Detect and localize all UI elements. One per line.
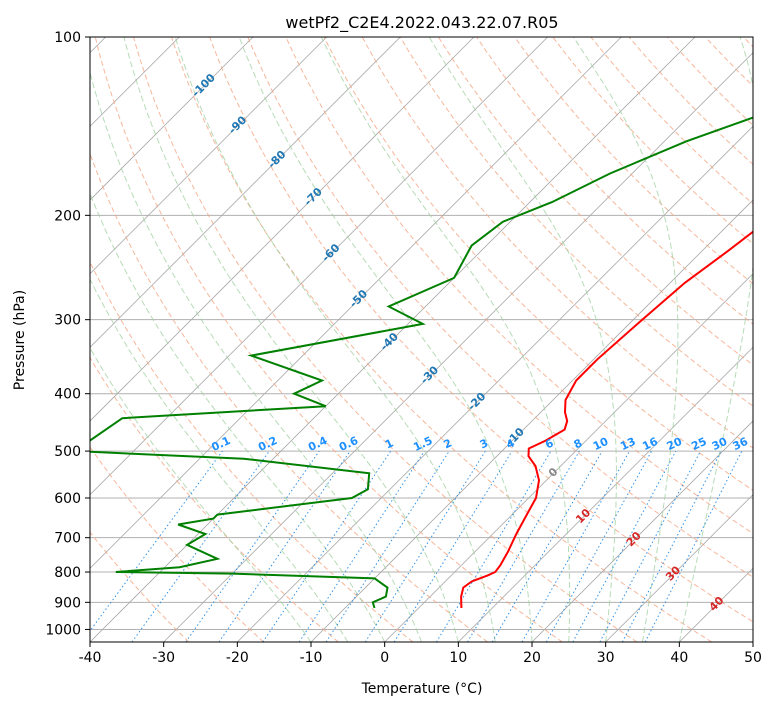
moist-adiabat-line [123,37,459,642]
isotherm-gridline [90,37,401,348]
dry-adiabat-line [209,37,753,623]
isotherm-gridline [90,37,548,496]
dry-adiabat-line [90,531,190,642]
y-tick-label: 100 [54,30,81,46]
mixing-ratio-line [491,450,603,642]
x-tick-label: 10 [449,650,467,666]
isotherm-gridline [90,37,254,201]
x-axis-label: Temperature (°C) [361,681,483,697]
dry-adiabat-line [90,356,339,642]
moist-adiabat-line [174,37,496,642]
moist-adiabat-line [90,70,422,642]
dry-adiabat-line [514,37,753,285]
isotherm-gridline [90,37,696,642]
mixing-ratio-line [218,450,351,642]
y-tick-label: 600 [54,491,81,507]
isotherm-gridline [384,273,753,642]
y-tick-label: 900 [54,595,81,611]
dry-adiabat-line [361,37,753,449]
moist-adiabat-line [90,347,312,642]
chart-title: wetPf2_C2E4.2022.043.22.07.R05 [285,13,558,33]
dry-adiabat-line [247,37,753,578]
dry-adiabat-line [437,37,753,366]
x-tick-label: -10 [300,650,323,666]
y-tick-label: 700 [54,531,81,547]
isotherm-gridline [90,37,475,422]
dry-adiabat-line [171,37,712,642]
mixing-ratio-line [572,450,677,642]
isotherm-gridline [605,494,753,642]
moist-adiabat-line [238,37,533,642]
x-tick-label: 40 [670,650,688,666]
mixing-ratio-line [393,450,513,642]
moist-adiabat-line [572,37,679,642]
mixing-ratio-line [545,450,653,642]
y-tick-label: 1000 [45,622,81,638]
x-tick-label: 20 [523,650,541,666]
isotherm-gridline [163,52,753,642]
y-tick-label: 300 [54,313,81,329]
isotherm-gridline [237,125,753,642]
mixing-ratio-label: 10 [591,435,611,453]
mixing-ratio-label: 36 [731,435,751,453]
y-tick-label: 800 [54,565,81,581]
mixing-ratio-label: 16 [640,435,660,453]
temperature-profile-line [460,230,753,609]
mixing-ratio-line [325,450,450,642]
dry-adiabat-line [285,37,753,535]
isotherm-gridline [90,37,622,569]
moist-adiabat-line [90,278,349,642]
dry-adiabat-line [90,260,414,642]
mixing-ratio-label: 20 [665,435,685,453]
mixing-ratio-label: 30 [710,435,730,453]
mixing-ratio-line [435,450,552,642]
dry-adiabat-line [90,446,264,642]
isotherm-gridline [531,420,753,642]
dry-adiabat-line [132,37,638,642]
x-tick-label: 50 [744,650,762,666]
moist-adiabat-line [428,37,617,642]
y-tick-label: 500 [54,444,81,460]
mixing-ratio-line [467,450,580,642]
x-tick-label: -30 [152,650,175,666]
dewpoint-profile-line [90,116,753,609]
x-tick-label: -20 [226,650,249,666]
x-tick-label: 0 [380,650,389,666]
moist-adiabat-line [678,37,753,642]
isotherm-gridline [90,37,327,275]
moist-adiabat-line [320,37,571,642]
y-axis-label: Pressure (hPa) [12,290,28,390]
dry-adiabat-line [399,37,753,407]
plot-frame [89,36,754,643]
dry-adiabat-line [90,152,488,642]
isotherm-gridline [458,346,753,642]
mixing-ratio-line [521,450,630,642]
x-tick-label: -40 [79,650,102,666]
dry-adiabat-line [323,37,753,491]
mixing-ratio-line [364,450,486,642]
dry-adiabat-line [94,37,563,642]
mixing-ratio-label: 13 [618,435,637,453]
y-tick-label: 200 [54,208,81,224]
mixing-ratio-label: 25 [689,435,708,453]
moist-adiabat-line [90,192,386,642]
x-tick-label: 30 [597,650,615,666]
y-tick-label: 400 [54,387,81,403]
mixing-ratio-line [185,450,320,642]
